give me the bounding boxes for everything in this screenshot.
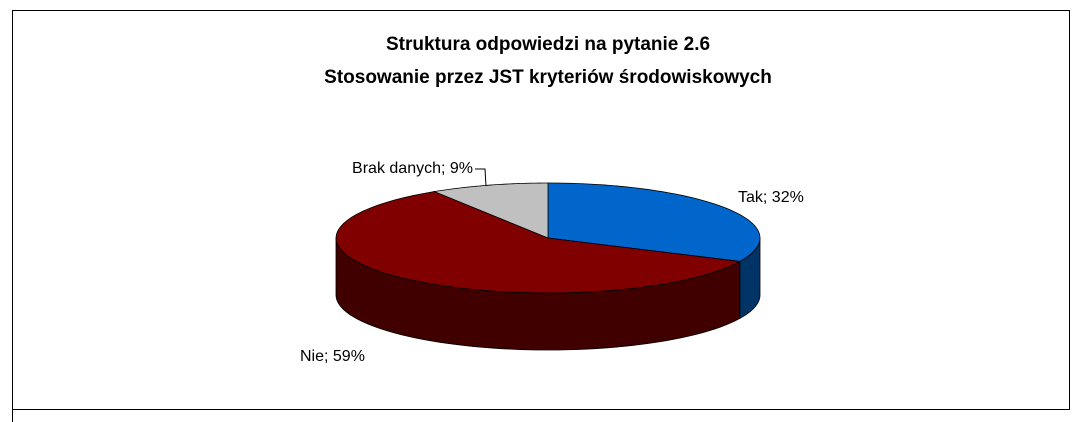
- pie-slice: [547, 182, 761, 262]
- chart-title: Stosowanie przez JST kryteriów środowisk…: [324, 67, 772, 88]
- leader-line: [475, 168, 487, 187]
- pie-slice: [432, 182, 549, 239]
- pie-slice: [335, 191, 742, 294]
- data-label: Nie; 59%: [300, 348, 365, 365]
- data-label: Tak; 32%: [738, 189, 804, 206]
- data-label: Brak danych; 9%: [352, 160, 473, 177]
- chart-title: Struktura odpowiedzi na pytanie 2.6: [386, 34, 710, 55]
